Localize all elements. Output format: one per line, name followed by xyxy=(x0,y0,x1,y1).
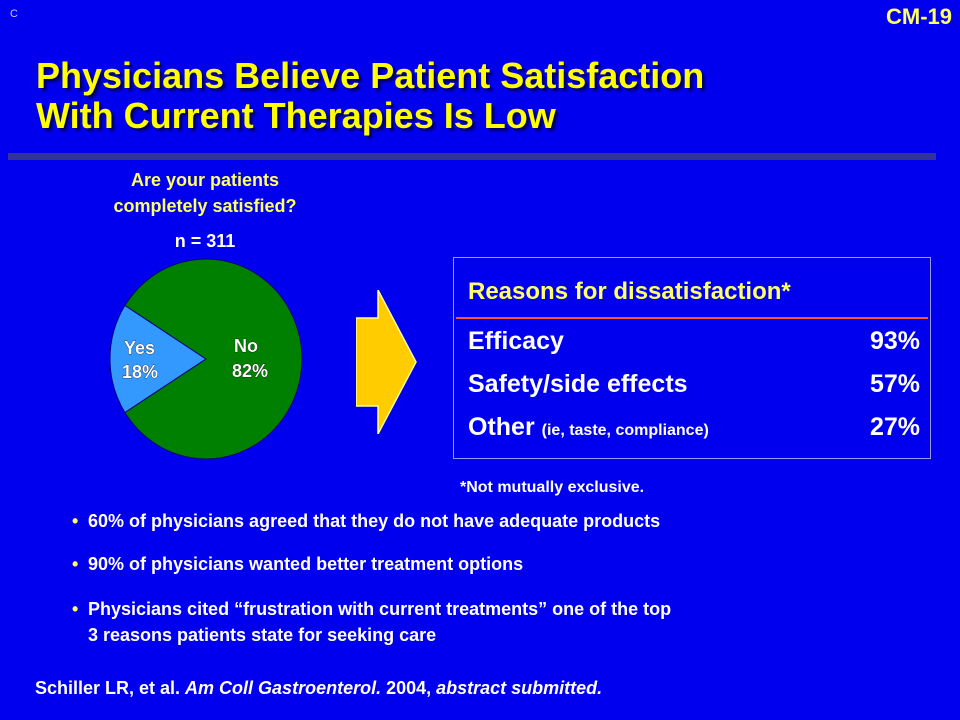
reason-label: Efficacy xyxy=(468,327,564,356)
reasons-divider xyxy=(456,317,928,319)
pie-slice-yes xyxy=(109,304,207,414)
bullet-item: • Physicians cited “frustration with cur… xyxy=(72,596,892,648)
reason-value: 93% xyxy=(869,327,920,355)
citation-journal: Am Coll Gastroenterol. xyxy=(185,678,382,698)
bullet-text: Physicians cited “frustration with curre… xyxy=(88,596,892,648)
pie-chart: Yes 18% No 82% xyxy=(109,258,303,460)
reason-value: 57% xyxy=(869,370,920,398)
reason-label-text: Safety/side effects xyxy=(468,370,688,398)
reason-label: Safety/side effects xyxy=(468,370,688,399)
slide-title-line-2: With Current Therapies Is Low xyxy=(36,95,556,136)
reason-row: Safety/side effects 57% xyxy=(468,370,920,406)
citation-authors: Schiller LR, et al. xyxy=(35,678,186,698)
pie-label-no: No xyxy=(234,336,258,356)
slide-title: Physicians Believe Patient Satisfaction … xyxy=(36,56,916,136)
bullet-item: • 90% of physicians wanted better treatm… xyxy=(72,551,892,577)
reason-label: Other (ie, taste, compliance) xyxy=(468,413,709,442)
reason-row: Efficacy 93% xyxy=(468,327,920,363)
reason-value: 27% xyxy=(869,413,920,441)
citation-year: 2004, xyxy=(381,678,437,698)
reason-label-text: Other xyxy=(468,413,535,441)
slide-title-line-1: Physicians Believe Patient Satisfaction xyxy=(36,55,705,96)
arrow-shape xyxy=(356,290,417,434)
citation-status: abstract submitted. xyxy=(436,678,603,698)
citation: Schiller LR, et al. Am Coll Gastroentero… xyxy=(35,678,602,699)
chart-title-line-1: Are your patients xyxy=(130,170,280,190)
reason-row: Other (ie, taste, compliance) 27% xyxy=(468,413,920,449)
corner-mark: C xyxy=(10,8,18,20)
reason-label-text: Efficacy xyxy=(468,327,564,355)
pie-value-yes: 18% xyxy=(122,362,158,382)
title-divider xyxy=(8,153,936,160)
bullet-dot-icon: • xyxy=(72,599,79,619)
chart-title: Are your patients completely satisfied? xyxy=(60,167,350,219)
reasons-title: Reasons for dissatisfaction* xyxy=(468,278,791,305)
reasons-panel: Reasons for dissatisfaction* Efficacy 93… xyxy=(453,257,931,459)
reason-qualifier: (ie, taste, compliance) xyxy=(541,422,709,439)
bullet-text: 60% of physicians agreed that they do no… xyxy=(88,511,661,531)
slide-number: CM-19 xyxy=(885,4,952,29)
bullet-text: 90% of physicians wanted better treatmen… xyxy=(88,554,524,574)
bullet-item: • 60% of physicians agreed that they do … xyxy=(72,508,892,534)
bullet-dot-icon: • xyxy=(72,511,79,531)
reasons-footnote: *Not mutually exclusive. xyxy=(460,479,645,496)
pie-slice-no xyxy=(124,258,303,460)
bullet-text-line-2: 3 reasons patients state for seeking car… xyxy=(88,625,437,645)
bullet-dot-icon: • xyxy=(72,554,79,574)
chart-title-line-2: completely satisfied? xyxy=(113,196,297,216)
right-arrow-icon xyxy=(356,290,417,434)
pie-label-yes: Yes xyxy=(124,338,155,358)
pie-slices xyxy=(109,258,303,460)
pie-value-no: 82% xyxy=(232,361,268,381)
bullet-text-line-1: Physicians cited “frustration with curre… xyxy=(88,599,672,619)
chart-sample-size: n = 311 xyxy=(174,231,236,251)
